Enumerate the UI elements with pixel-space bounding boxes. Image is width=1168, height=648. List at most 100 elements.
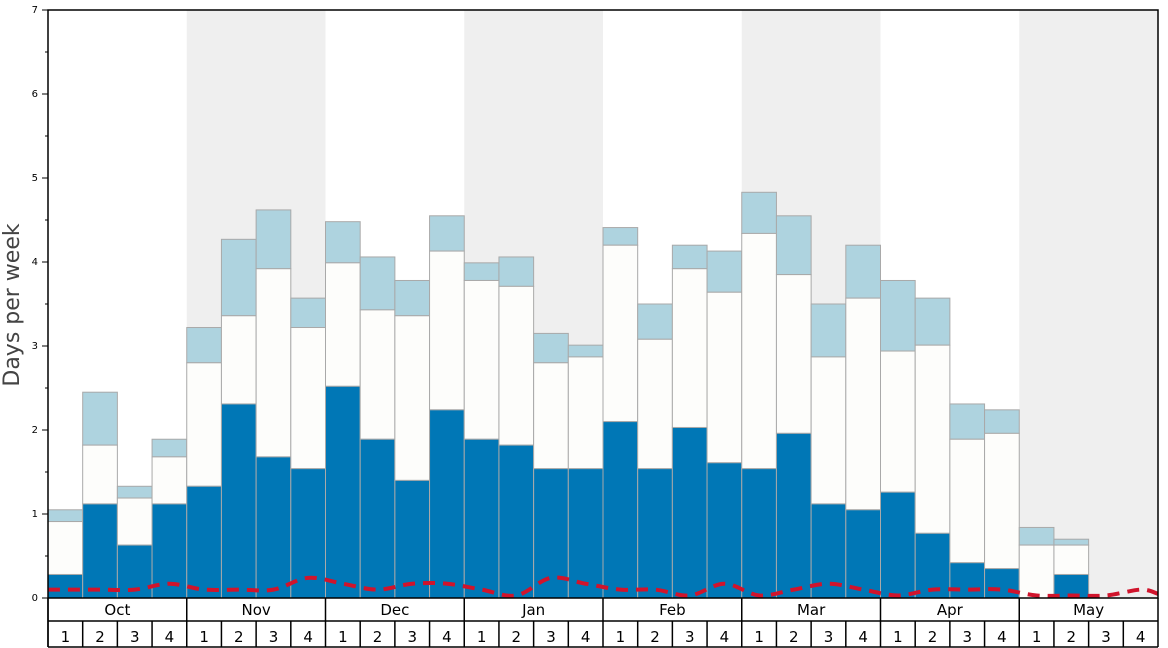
bar-light-segment (82, 391, 118, 446)
y-tick-label: 5 (32, 173, 38, 184)
week-label: 4 (581, 628, 591, 646)
bar-light-segment (810, 303, 847, 358)
week-label: 3 (685, 628, 695, 646)
bar-light-segment (845, 244, 881, 299)
bar-middle-segment (637, 338, 673, 470)
y-axis-label: Days per week (0, 223, 25, 386)
month-label-may: May (1073, 601, 1104, 619)
bar-dark-segment (186, 485, 222, 599)
week-label: 4 (1136, 628, 1146, 646)
week-label: 4 (858, 628, 868, 646)
month-label-oct: Oct (104, 601, 130, 619)
bar-middle-segment (151, 456, 188, 505)
month-label-mar: Mar (797, 601, 826, 619)
month-label-nov: Nov (241, 601, 270, 619)
bar-middle-segment (82, 444, 118, 505)
week-label: 2 (1067, 628, 1077, 646)
bar-middle-segment (429, 250, 465, 411)
bar-dark-segment (429, 409, 465, 599)
bar-dark-segment (671, 426, 708, 599)
bar-light-segment (706, 250, 743, 293)
week-label: 4 (997, 628, 1007, 646)
week-label: 1 (477, 628, 487, 646)
week-label: 3 (407, 628, 417, 646)
bar-middle-segment (845, 297, 881, 511)
bar-middle-segment (880, 350, 916, 493)
bar-light-segment (290, 297, 326, 329)
bar-light-segment (567, 344, 604, 358)
bars-group (47, 191, 1090, 599)
bar-light-segment (151, 438, 188, 458)
week-label: 1 (616, 628, 626, 646)
bar-light-segment (359, 256, 396, 311)
week-label: 1 (199, 628, 209, 646)
x-axis: Oct 1 2 3 4 Nov 1 2 3 4 Dec 1 2 3 4 Jan 1 2 3 4 Feb 1 2 3 4 Mar 1 2… (47, 598, 1159, 648)
bar-middle-segment (775, 274, 812, 434)
bar-light-segment (880, 279, 916, 352)
bar-dark-segment (880, 491, 916, 599)
bar-middle-segment (186, 362, 222, 487)
week-label: 3 (269, 628, 279, 646)
week-label: 4 (720, 628, 730, 646)
bar-middle-segment (706, 291, 743, 464)
bar-light-segment (429, 215, 465, 252)
bar-dark-segment (498, 444, 535, 599)
bar-middle-segment (671, 268, 708, 428)
bar-dark-segment (845, 509, 881, 599)
bar-light-segment (47, 509, 84, 523)
bar-middle-segment (1053, 544, 1090, 575)
bar-dark-segment (47, 573, 84, 599)
bar-dark-segment (602, 421, 639, 599)
week-label: 1 (1032, 628, 1042, 646)
bar-dark-segment (567, 468, 604, 599)
week-label: 2 (928, 628, 938, 646)
bar-middle-segment (220, 315, 257, 405)
month-band-may (1019, 10, 1158, 598)
week-label: 4 (303, 628, 313, 646)
bar-dark-segment (949, 562, 986, 599)
bar-middle-segment (290, 327, 326, 470)
bar-dark-segment (775, 432, 812, 599)
bar-light-segment (1053, 538, 1090, 546)
bar-middle-segment (602, 244, 639, 423)
bar-light-segment (325, 221, 361, 264)
week-label: 2 (650, 628, 660, 646)
bar-middle-segment (533, 362, 569, 470)
bar-light-segment (394, 279, 431, 317)
bar-middle-segment (810, 356, 847, 505)
bar-dark-segment (325, 385, 361, 599)
bar-middle-segment (741, 232, 777, 470)
bar-middle-segment (498, 285, 535, 446)
bar-light-segment (533, 332, 569, 364)
y-tick-label: 1 (32, 509, 38, 520)
bar-dark-segment (637, 468, 673, 599)
week-label: 2 (95, 628, 105, 646)
bar-dark-segment (394, 479, 431, 599)
y-tick-label: 6 (32, 89, 38, 100)
bar-light-segment (463, 262, 500, 281)
month-label-feb: Feb (659, 601, 686, 619)
bar-dark-segment (255, 456, 292, 599)
week-label: 2 (234, 628, 244, 646)
week-label: 3 (546, 628, 556, 646)
bar-light-segment (775, 215, 812, 276)
week-label: 4 (165, 628, 175, 646)
y-tick-label: 0 (32, 593, 38, 604)
bar-light-segment (671, 244, 708, 270)
bar-light-segment (255, 209, 292, 270)
bar-middle-segment (984, 432, 1020, 570)
bar-middle-segment (325, 262, 361, 387)
bar-light-segment (1018, 526, 1055, 546)
week-label: 2 (373, 628, 383, 646)
month-label-apr: Apr (937, 601, 964, 619)
bar-light-segment (498, 256, 535, 287)
week-label: 3 (1101, 628, 1111, 646)
week-label: 3 (962, 628, 972, 646)
week-label: 1 (893, 628, 903, 646)
bar-middle-segment (47, 521, 84, 575)
bar-middle-segment (116, 497, 153, 546)
bar-dark-segment (359, 438, 396, 599)
week-label: 3 (824, 628, 834, 646)
month-label-jan: Jan (521, 601, 545, 619)
